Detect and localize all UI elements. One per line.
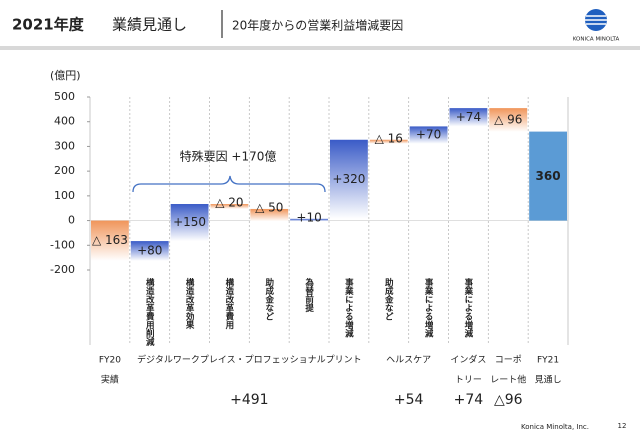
value-label: +80 [137,243,162,257]
value-label: △ 96 [494,112,522,126]
value-label: △ 20 [215,196,243,210]
y-tick-label: 500 [54,90,75,103]
value-label: +320 [332,172,365,186]
y-tick-label: 300 [54,139,75,152]
group-label: トリー [455,376,482,386]
header-rule [0,46,640,50]
group-label: 実績 [101,374,119,386]
bar [449,108,488,127]
logo-text: KONICA MINOLTA [573,37,620,43]
value-label: +74 [456,110,481,124]
page-number: 12 [618,422,627,430]
value-label: +150 [173,215,206,229]
group-label: レート他 [490,374,526,386]
category-label: 事業による増減 [463,277,474,338]
bar [409,126,448,144]
category-label: 構造改革費用削減 [144,277,155,347]
value-label: △ 50 [255,200,283,214]
logo: KONICA MINOLTA [573,9,620,43]
y-tick-label: 0 [68,214,75,227]
category-label: 助成金など [383,277,394,320]
value-label: 360 [536,169,561,183]
y-tick-label: 100 [54,189,75,202]
category-label: 為替前提 [304,277,315,313]
group-label: 見通し [535,375,562,386]
value-label: △ 163 [92,233,128,247]
y-tick-label: 200 [54,164,75,177]
category-label: 構造改革効果 [184,277,195,330]
y-axis-label: (億円) [50,69,81,82]
bar [91,220,129,261]
bar [369,139,408,144]
y-tick-label: -200 [50,263,75,276]
category-label: 構造改革費用 [224,277,235,330]
bar [210,204,249,209]
group-label: コーポ [495,355,522,366]
y-tick-label: 400 [54,115,75,128]
group-total: △96 [494,392,523,408]
brace [132,175,326,193]
bar [489,108,528,132]
bar [130,241,169,261]
group-total: +74 [454,392,484,408]
header-title: 業績見通し [112,16,187,34]
footer-company: Konica Minolta, Inc. [521,423,589,431]
bar [170,204,209,242]
group-label: FY21 [537,356,559,366]
group-label: FY20 [99,356,121,366]
bar [529,131,567,221]
bar [290,218,328,222]
category-label: 助成金など [264,277,275,320]
group-total: +54 [394,392,424,408]
category-label: 事業による増減 [343,277,354,338]
header-year: 2021年度 [12,16,85,34]
category-label: 事業による増減 [423,277,434,338]
value-label: △ 16 [375,131,403,145]
bar [250,208,289,222]
logo-stripes [585,15,607,25]
y-tick-label: -100 [50,238,75,251]
header-subtitle: 20年度からの営業利益増減要因 [232,18,403,33]
group-label: デジタルワークプレイス・プロフェッショナルプリント [137,354,362,366]
group-label: ヘルスケア [386,355,431,366]
group-label: インダス [450,354,486,366]
bar [330,139,368,219]
annotation: 特殊要因 +170億 [180,149,277,164]
value-label: +70 [416,128,441,142]
value-label: +10 [296,210,321,224]
group-total: +491 [230,392,268,408]
